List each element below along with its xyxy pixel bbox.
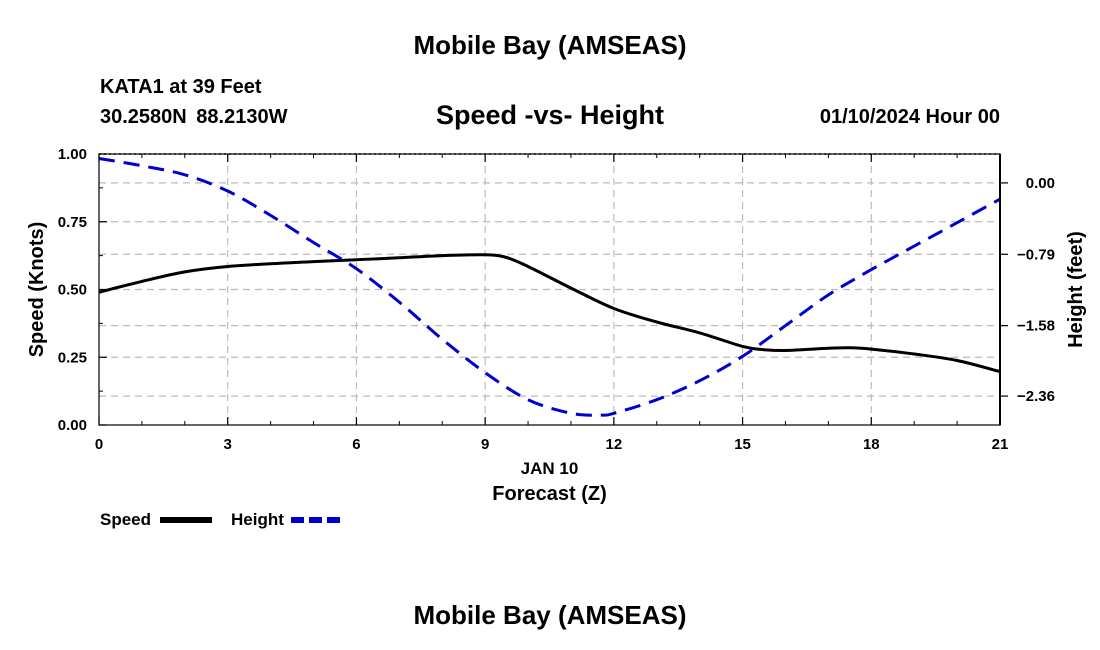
footer-title: Mobile Bay (AMSEAS) [413,600,687,630]
y2-tick-label: 0.00 [1026,175,1055,192]
labels-layer: JAN 10 Forecast (Z) Speed (Knots) Height… [26,222,1087,505]
x-tick-label: 9 [481,436,489,453]
x-tick-label: 6 [352,436,360,453]
x-tick-label: 21 [992,436,1009,453]
y2-tick-label: −1.58 [1017,318,1055,335]
x-tick-label: 18 [863,436,880,453]
y-tick-label: 0.25 [58,349,87,366]
y-tick-label: 0.75 [58,214,87,231]
x-tick-label: 12 [606,436,623,453]
legend-label-speed: Speed [100,510,151,529]
y-axis-label: Speed (Knots) [26,222,48,358]
y-tick-label: 1.00 [58,146,87,163]
chart-title: Speed -vs- Height [435,100,665,130]
y2-tick-label: −2.36 [1017,388,1055,405]
y2-axis-label: Height (feet) [1065,231,1087,348]
grid-layer [99,154,1000,425]
speed-series-line [98,253,1001,374]
axes-layer: 0 3 6 9 12 15 18 21 0.00 0.25 0.50 0.75 1.00 0.00 −0.7… [58,146,1055,453]
y-tick-label: 0.00 [58,417,87,434]
main-title: Mobile Bay (AMSEAS) [413,30,687,60]
station-coords: 30.2580N 88.2130W [100,106,288,128]
x-axis-label: Forecast (Z) [492,483,606,505]
station-name: KATA1 at 39 Feet [100,76,262,98]
y2-tick-label: −0.79 [1017,246,1055,263]
forecast-date: 01/10/2024 Hour 00 [819,106,1000,128]
x-tick-label: 0 [95,436,103,453]
y-tick-label: 0.50 [58,282,87,299]
x-tick-label: 15 [734,436,751,453]
height-series-line [98,157,1001,417]
x-axis-date-label: JAN 10 [521,459,579,478]
x-tick-label: 3 [224,436,232,453]
legend-label-height: Height [231,510,284,529]
series-layer [98,157,1001,417]
legend: Speed Height [100,510,343,529]
